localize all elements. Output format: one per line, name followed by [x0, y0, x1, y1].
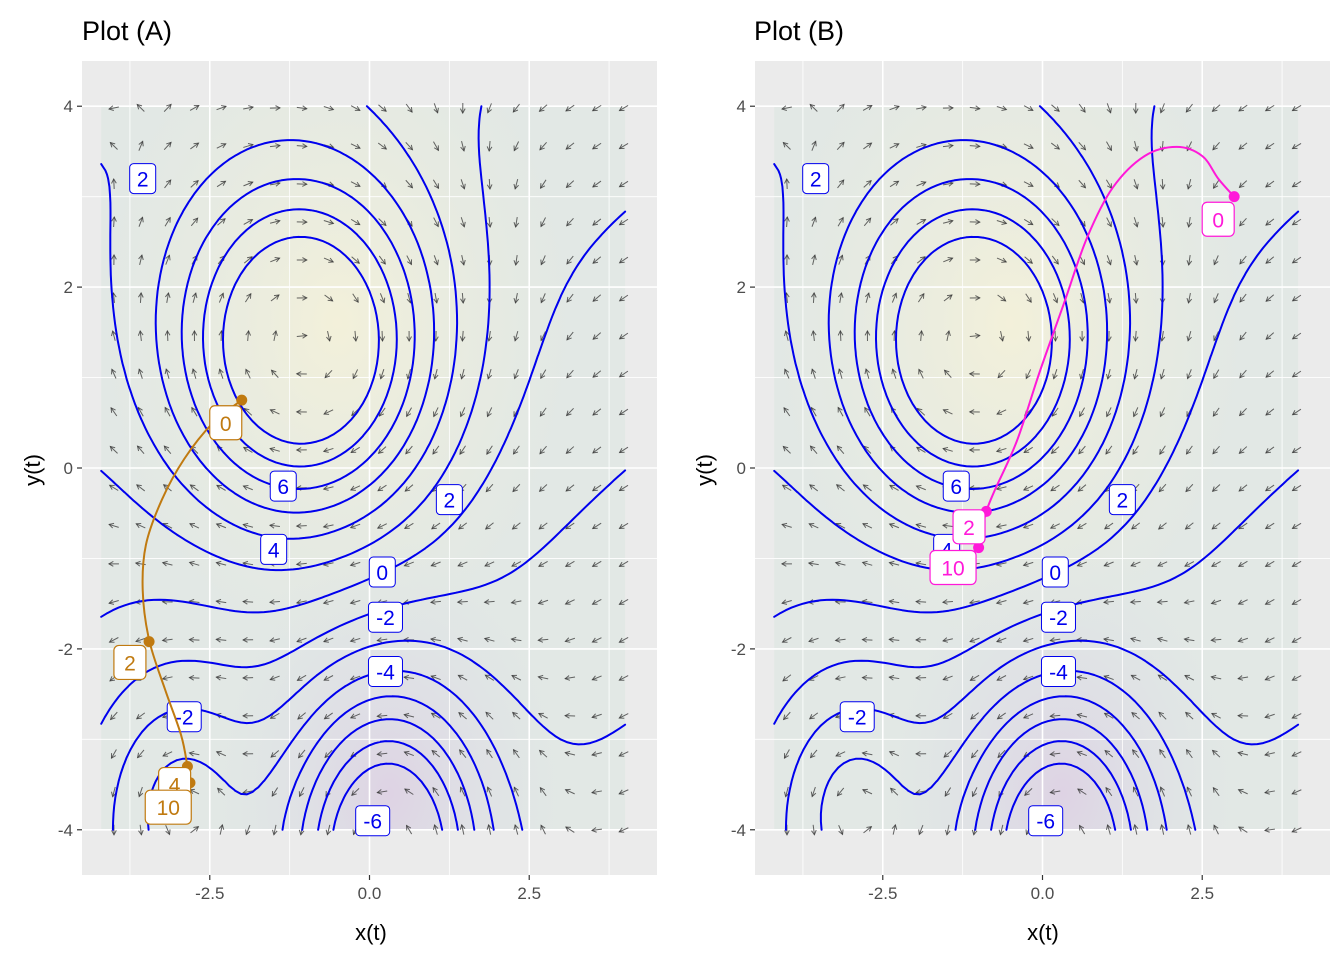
contour-line — [100, 105, 491, 572]
svg-text:2: 2 — [1117, 490, 1129, 513]
svg-text:0: 0 — [376, 562, 388, 585]
svg-text:-2: -2 — [376, 607, 395, 630]
contour-label: 2 — [1108, 484, 1136, 516]
contour-line — [100, 105, 459, 540]
contour-line — [1005, 762, 1117, 831]
contour-label: -2 — [367, 601, 403, 633]
panel-plot-a: Plot (A) x(t) y(t) -2.5 0.0 2.5 -4 -2 0 2 4 2 6 4 2… — [20, 16, 657, 945]
trajectory-marker — [143, 636, 155, 648]
y-tick-label: 2 — [64, 278, 73, 297]
contour-label: -2 — [166, 701, 202, 733]
contour-line — [974, 718, 1149, 831]
svg-text:2: 2 — [444, 490, 456, 513]
svg-text:-6: -6 — [363, 811, 382, 834]
contour-label: -2 — [1040, 601, 1076, 633]
svg-text:0: 0 — [1049, 562, 1061, 585]
x-tick-label: 2.5 — [517, 884, 541, 903]
trajectory-marker — [973, 542, 985, 554]
svg-text:2: 2 — [963, 517, 975, 540]
grid-b — [755, 61, 1330, 875]
svg-text:10: 10 — [157, 797, 180, 820]
y-tick-label: 4 — [64, 97, 73, 116]
x-tick-label: 0.0 — [358, 884, 382, 903]
trajectory-label: 10 — [144, 789, 192, 825]
x-tick-label: -2.5 — [868, 884, 897, 903]
contour-line — [875, 208, 1071, 468]
x-tick-label: 2.5 — [1190, 884, 1214, 903]
panel-plot-b: Plot (B) x(t) y(t) -2.50.02.5-4-20242642… — [692, 16, 1330, 945]
contour-line — [317, 740, 459, 831]
y-tick-label: 0 — [737, 459, 746, 478]
contour-label: 6 — [942, 470, 970, 502]
svg-text:4: 4 — [268, 539, 280, 562]
contour-label: 0 — [368, 556, 396, 588]
trajectory-label: 2 — [113, 644, 147, 681]
svg-text:2: 2 — [810, 169, 822, 192]
x-tick-label: -2.5 — [195, 884, 224, 903]
contour-label: 2 — [129, 163, 157, 195]
y-tick-label: 4 — [737, 97, 746, 116]
y-tick-label: -2 — [731, 640, 746, 659]
y-tick-label: -2 — [58, 640, 73, 659]
contour-line — [301, 718, 476, 831]
contour-line — [222, 235, 380, 445]
x-axis-title-b: x(t) — [1027, 920, 1059, 945]
svg-text:-6: -6 — [1036, 811, 1055, 834]
contour-label: 6 — [269, 470, 297, 502]
contour-label: -4 — [367, 656, 403, 687]
contour-line — [154, 139, 436, 514]
y-tick-label: 0 — [64, 459, 73, 478]
contour-label: -4 — [1040, 656, 1076, 687]
contour-line — [281, 695, 495, 831]
trajectory-label: 10 — [929, 549, 977, 586]
contour-line — [895, 235, 1053, 445]
svg-text:2: 2 — [124, 652, 136, 675]
svg-text:-4: -4 — [1049, 662, 1068, 685]
trajectory-label: 2 — [952, 509, 986, 545]
y-tick-label: 2 — [737, 278, 746, 297]
trajectory-label: 0 — [209, 405, 243, 441]
contour-label: 2 — [435, 484, 463, 516]
trajectory-marker — [236, 394, 248, 406]
svg-text:-2: -2 — [175, 707, 194, 730]
x-tick-label: 0.0 — [1031, 884, 1055, 903]
svg-text:-2: -2 — [1049, 607, 1068, 630]
y-axis-title-a: y(t) — [20, 454, 45, 486]
svg-text:10: 10 — [941, 557, 964, 580]
contour-label: 2 — [802, 163, 830, 195]
trajectory-b: 0 2 10 — [929, 145, 1240, 586]
svg-text:0: 0 — [220, 413, 232, 436]
x-axis-title-a: x(t) — [355, 920, 387, 945]
y-tick-label: -4 — [731, 821, 746, 840]
contour-label: 4 — [260, 533, 288, 565]
trajectory-marker — [1228, 191, 1240, 203]
contour-line — [954, 695, 1168, 831]
contour-label: -2 — [839, 701, 875, 733]
y-axis-title-b: y(t) — [692, 454, 717, 486]
contour-line — [773, 210, 1300, 618]
svg-text:6: 6 — [950, 476, 962, 499]
contour-label: -6 — [355, 805, 391, 837]
panel-title-a: Plot (A) — [82, 16, 172, 46]
svg-text:-4: -4 — [376, 662, 395, 685]
svg-text:2: 2 — [137, 169, 149, 192]
contour-line — [990, 740, 1132, 831]
svg-text:-2: -2 — [848, 707, 867, 730]
contour-line — [827, 139, 1109, 514]
contour-line — [332, 762, 444, 831]
contour-lines-b — [773, 105, 1300, 831]
trajectory-label: 0 — [1201, 201, 1235, 237]
contour-line — [819, 669, 1197, 831]
contour-label: -6 — [1028, 805, 1064, 837]
contour-label: 0 — [1041, 556, 1069, 588]
panel-title-b: Plot (B) — [754, 16, 844, 46]
contour-line — [146, 669, 524, 831]
contour-line — [100, 210, 627, 618]
svg-text:0: 0 — [1212, 209, 1224, 232]
y-tick-label: -4 — [58, 821, 73, 840]
svg-text:6: 6 — [277, 476, 289, 499]
